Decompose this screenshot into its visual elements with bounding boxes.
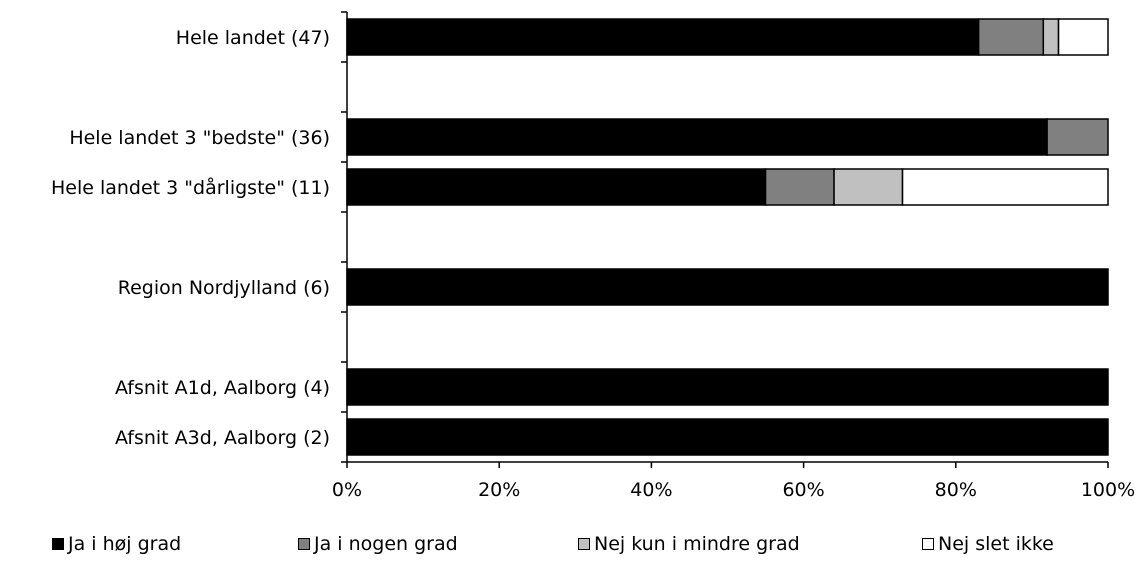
category-label-4: Afsnit A1d, Aalborg (4): [115, 377, 330, 399]
x-tick-label-1: 20%: [478, 479, 520, 501]
legend-swatch-0: [52, 538, 64, 550]
legend-item-1: Ja i nogen grad: [298, 533, 458, 555]
bar-segment-4-0: [346, 368, 1109, 406]
bar-segment-2-1: [764, 168, 835, 206]
category-label-3: Region Nordjylland (6): [118, 277, 330, 299]
axes-group: [341, 11, 1109, 468]
bar-segment-2-2: [833, 168, 904, 206]
bar-segment-0-0: [346, 18, 980, 56]
legend-swatch-3: [922, 538, 934, 550]
x-tick-label-0: 0%: [332, 479, 362, 501]
x-tick-labels: 0% 20% 40% 60% 80% 100%: [332, 479, 1135, 501]
bar-segment-2-0: [346, 168, 767, 206]
bar-segment-0-1: [977, 18, 1045, 56]
x-tick-label-4: 80%: [935, 479, 977, 501]
legend-swatch-1: [298, 538, 310, 550]
legend-item-0: Ja i høj grad: [52, 533, 181, 555]
legend-label-2: Nej kun i mindre grad: [594, 533, 800, 555]
stacked-bar-chart: Hele landet (47) Hele landet 3 "bedste" (…: [51, 11, 1135, 501]
x-tick-label-2: 40%: [630, 479, 672, 501]
legend-label-1: Ja i nogen grad: [314, 533, 458, 555]
bar-segment-1-0: [346, 118, 1048, 156]
legend-item-2: Nej kun i mindre grad: [578, 533, 800, 555]
category-label-2: Hele landet 3 "dårligste" (11): [51, 176, 330, 199]
category-label-0: Hele landet (47): [176, 27, 330, 49]
category-label-1: Hele landet 3 "bedste" (36): [69, 127, 330, 149]
bar-segment-0-2: [1042, 18, 1060, 56]
bar-segment-3-0: [346, 268, 1109, 306]
legend: Ja i høj grad Ja i nogen grad Nej kun i mi…: [0, 533, 1145, 563]
legend-label-0: Ja i høj grad: [68, 533, 182, 555]
x-tick-label-3: 60%: [782, 479, 824, 501]
bar-segment-2-3: [901, 168, 1109, 206]
legend-item-3: Nej slet ikke: [922, 533, 1054, 555]
legend-label-3: Nej slet ikke: [938, 533, 1054, 555]
x-tick-label-5: 100%: [1081, 479, 1135, 501]
legend-swatch-2: [578, 538, 590, 550]
bars-group: [346, 18, 1109, 456]
bar-segment-5-0: [346, 418, 1109, 456]
bar-segment-1-1: [1046, 118, 1109, 156]
category-labels: Hele landet (47) Hele landet 3 "bedste" (…: [51, 27, 330, 449]
category-label-5: Afsnit A3d, Aalborg (2): [115, 427, 330, 449]
bar-segment-0-3: [1057, 18, 1109, 56]
